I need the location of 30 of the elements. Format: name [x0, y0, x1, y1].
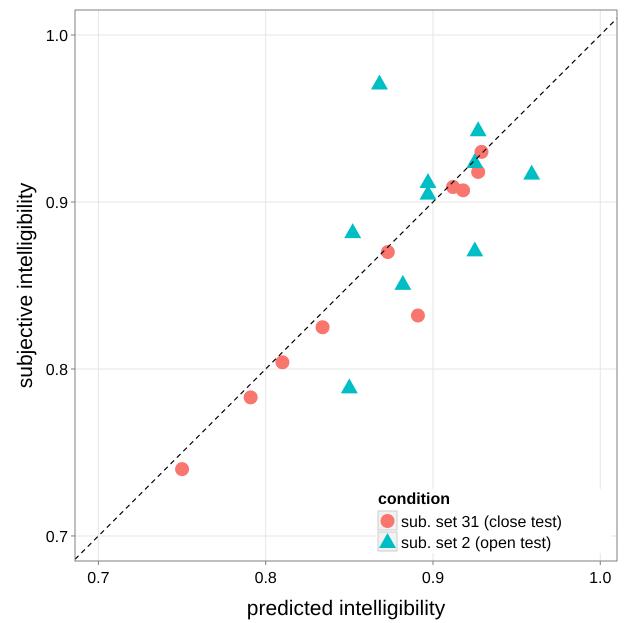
- y-axis-title: subjective intelligibility: [14, 182, 37, 388]
- x-tick-label: 0.9: [422, 570, 444, 587]
- x-tick-label: 0.7: [87, 570, 110, 587]
- y-tick-label: 0.9: [46, 195, 68, 212]
- point: [470, 121, 487, 136]
- y-tick-label: 0.7: [46, 528, 68, 546]
- point: [394, 274, 412, 290]
- point: [419, 172, 436, 188]
- point: [410, 308, 425, 323]
- x-tick-label: 0.8: [254, 570, 277, 587]
- point: [466, 241, 484, 256]
- point: [275, 355, 290, 370]
- point: [344, 223, 362, 238]
- point: [466, 152, 484, 168]
- legend-title: condition: [378, 491, 450, 508]
- point: [244, 390, 258, 404]
- x-tick-label: 1.0: [589, 570, 612, 587]
- y-tick-label: 1.0: [46, 28, 68, 46]
- point: [380, 245, 395, 260]
- legend-label: sub. set 31 (close test): [401, 514, 562, 531]
- point: [175, 462, 190, 476]
- x-axis-title: predicted intelligibility: [246, 597, 446, 620]
- point: [340, 378, 358, 394]
- point: [474, 144, 488, 159]
- point: [523, 164, 540, 180]
- point: [316, 320, 330, 334]
- point: [456, 183, 470, 198]
- point: [370, 74, 388, 90]
- legend-label: sub. set 2 (open test): [401, 535, 552, 552]
- y-tick-label: 0.8: [46, 362, 68, 379]
